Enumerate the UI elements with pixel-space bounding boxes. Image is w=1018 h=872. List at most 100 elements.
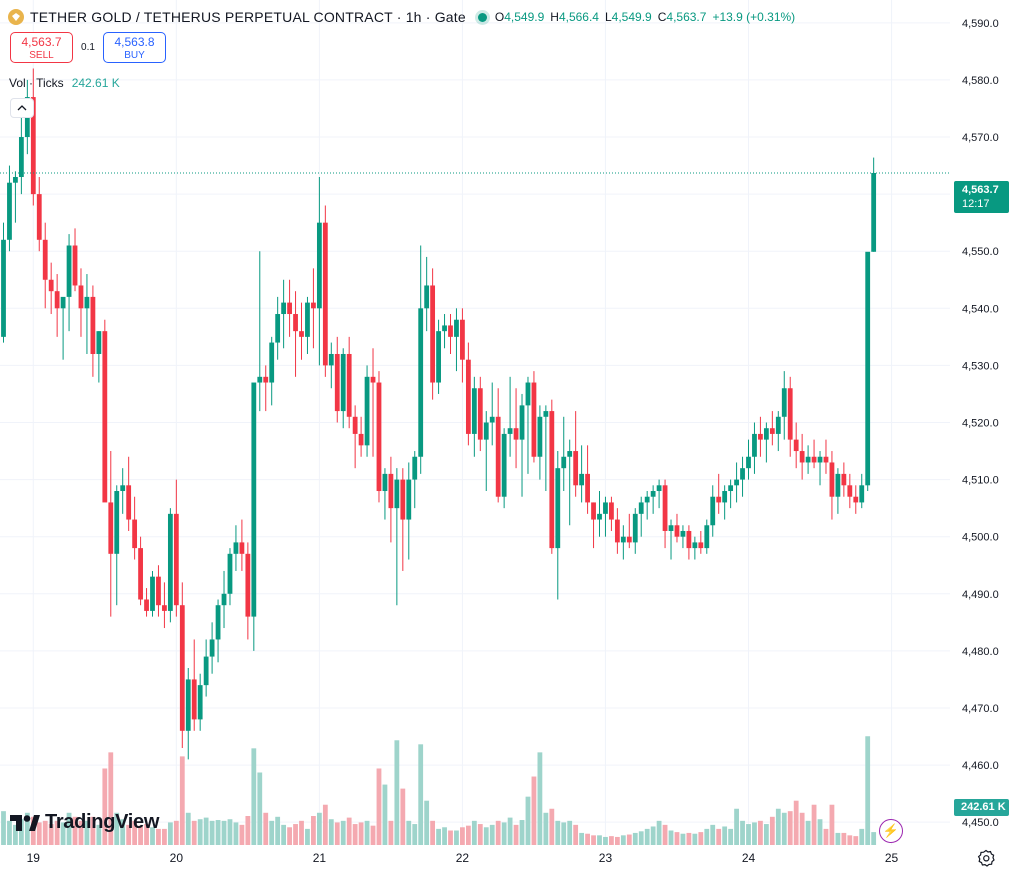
candle-body bbox=[370, 376, 376, 383]
volume-bar bbox=[573, 824, 579, 845]
volume-bar bbox=[787, 811, 793, 845]
volume-legend[interactable]: Vol · Ticks 242.61 K bbox=[9, 76, 120, 90]
candle-body bbox=[138, 548, 143, 600]
volume-bar bbox=[853, 836, 859, 845]
volume-bar bbox=[132, 820, 138, 845]
tradingview-logo-text: TradingView bbox=[45, 811, 160, 833]
candle-body bbox=[245, 553, 251, 617]
price-tick-label: 4,500.0 bbox=[962, 532, 999, 544]
candle-body bbox=[36, 194, 42, 240]
volume-bar bbox=[489, 824, 495, 845]
candle-body bbox=[305, 302, 310, 337]
volume-bar bbox=[483, 827, 489, 845]
candle-body bbox=[495, 416, 501, 497]
gear-icon[interactable] bbox=[977, 849, 995, 867]
candle-body bbox=[781, 388, 787, 417]
volume-bar bbox=[740, 820, 745, 845]
price-axis[interactable]: 4,590.04,580.04,570.04,560.04,550.04,540… bbox=[962, 18, 999, 829]
candle-body bbox=[352, 416, 358, 434]
time-tick-label: 21 bbox=[313, 851, 327, 865]
candle-body bbox=[42, 239, 48, 280]
last-price-label: 4,563.7 12:17 bbox=[954, 181, 1009, 213]
candle-body bbox=[299, 331, 304, 337]
candle-body bbox=[543, 411, 549, 417]
volume-bar bbox=[704, 828, 710, 845]
time-tick-label: 24 bbox=[742, 851, 756, 865]
volume-bar bbox=[96, 824, 102, 845]
volume-bar bbox=[775, 808, 781, 845]
volume-bar bbox=[1, 811, 6, 845]
candle-body bbox=[412, 456, 418, 480]
volume-bar bbox=[746, 824, 751, 845]
candle-body bbox=[287, 302, 292, 315]
volume-bar bbox=[316, 812, 322, 845]
volume-bar bbox=[191, 820, 197, 845]
time-axis[interactable]: 19 20 21 22 23 24 25 bbox=[27, 851, 899, 865]
candle-body bbox=[162, 605, 167, 611]
volume-bar bbox=[781, 812, 787, 845]
candle-body bbox=[394, 479, 400, 509]
candle-body bbox=[614, 519, 620, 543]
candle-body bbox=[281, 302, 287, 315]
candle-body bbox=[90, 296, 96, 354]
candle-body bbox=[573, 451, 579, 486]
volume-bar bbox=[454, 830, 459, 845]
candle-body bbox=[483, 422, 489, 440]
candle-body bbox=[191, 679, 197, 720]
volume-bar bbox=[591, 835, 596, 845]
candle-body bbox=[799, 451, 805, 463]
lightning-icon[interactable]: ⚡ bbox=[879, 819, 903, 843]
volume-bar bbox=[460, 827, 465, 845]
volume-bar bbox=[418, 744, 424, 845]
volume-bar bbox=[156, 828, 161, 845]
volume-bar bbox=[448, 830, 453, 845]
candle-body bbox=[716, 496, 722, 503]
candle-body bbox=[30, 97, 36, 195]
buy-button[interactable]: 4,563.8 BUY bbox=[103, 32, 166, 63]
candle-body bbox=[704, 525, 710, 549]
volume-bar bbox=[549, 808, 555, 845]
candle-body bbox=[525, 382, 531, 406]
candle-body bbox=[692, 542, 698, 549]
tradingview-logo[interactable]: TradingView bbox=[10, 811, 159, 834]
candle-body bbox=[126, 485, 132, 520]
sell-button[interactable]: 4,563.7 SELL bbox=[10, 32, 73, 63]
volume-bar bbox=[305, 828, 310, 845]
candle-body bbox=[406, 479, 412, 520]
volume-bar bbox=[108, 752, 114, 845]
candle-body bbox=[60, 296, 66, 309]
candle-body bbox=[7, 182, 12, 240]
volume-bar bbox=[847, 835, 853, 845]
candle-body bbox=[382, 473, 388, 492]
candle-body bbox=[859, 485, 865, 503]
collapse-legend-button[interactable] bbox=[10, 98, 34, 118]
candle-body bbox=[847, 485, 853, 497]
volume-bar bbox=[614, 836, 620, 845]
candle-body bbox=[871, 172, 877, 252]
candle-body bbox=[269, 342, 275, 383]
ohlc-values: O4,549.9 H4,566.4 L4,549.9 C4,563.7 +13.… bbox=[494, 10, 796, 24]
volume-legend-label: Vol · Ticks bbox=[9, 76, 64, 90]
volume-bar bbox=[24, 812, 30, 845]
volume-bar bbox=[644, 828, 650, 845]
candle-body bbox=[734, 479, 739, 486]
volume-bar bbox=[13, 824, 18, 845]
volume-bar bbox=[555, 820, 561, 845]
candle-body bbox=[632, 513, 638, 543]
volume-bar bbox=[495, 820, 501, 845]
volume-bar bbox=[150, 827, 155, 845]
candle-body bbox=[418, 308, 424, 457]
volume-bar bbox=[442, 827, 447, 845]
volume-bar bbox=[18, 819, 24, 845]
candlestick-series bbox=[1, 68, 877, 760]
candle-body bbox=[519, 405, 525, 440]
candle-body bbox=[465, 359, 471, 434]
symbol-title[interactable]: TETHER GOLD / TETHERUS PERPETUAL CONTRAC… bbox=[30, 9, 466, 25]
candle-body bbox=[13, 176, 18, 183]
candle-body bbox=[769, 428, 775, 434]
candle-body bbox=[763, 428, 769, 440]
candle-body bbox=[96, 331, 102, 354]
volume-bar bbox=[281, 824, 287, 845]
volume-bar bbox=[173, 820, 179, 845]
